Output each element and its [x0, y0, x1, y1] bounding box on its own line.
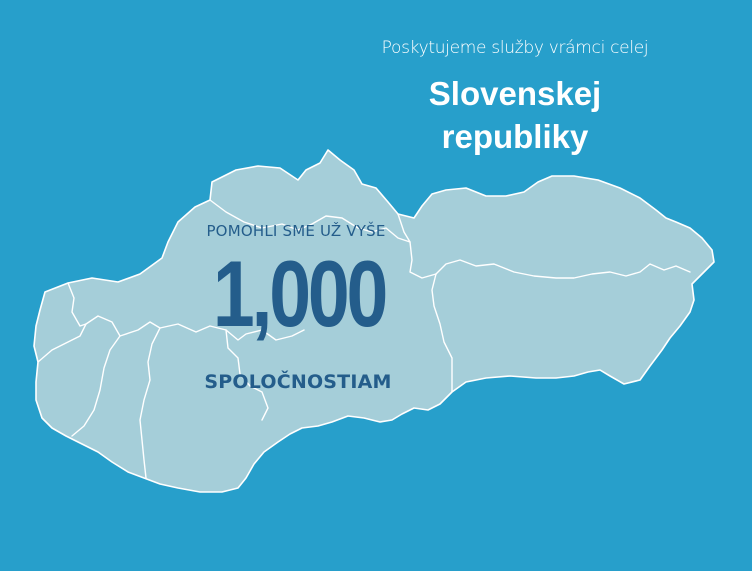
region-border-bratislava: [37, 315, 121, 437]
coverage-title-line1: Slovenskej: [428, 75, 602, 112]
coverage-title: Slovenskej republiky: [370, 72, 660, 158]
coverage-title-line2: republiky: [441, 118, 589, 155]
slovakia-outline: [33, 149, 715, 493]
region-border-trnava-west: [67, 282, 87, 327]
region-border-banska-kosice: [431, 273, 453, 393]
region-border-presov-kosice: [435, 259, 691, 279]
region-border-trencin: [159, 323, 305, 341]
region-border-nitra-banska: [225, 329, 269, 421]
region-border-zilina: [209, 199, 411, 243]
stat-prefix: POMOHLI SME UŽ VYŠE: [206, 222, 386, 240]
region-border-trnava-nitra: [119, 321, 161, 479]
stat-suffix: SPOLOČNOSTIAM: [204, 371, 392, 393]
coverage-subtitle: Poskytujeme služby vrámci celej: [381, 38, 649, 58]
region-border-zilina-banska: [397, 213, 437, 279]
stat-value: 1,000: [212, 241, 388, 346]
